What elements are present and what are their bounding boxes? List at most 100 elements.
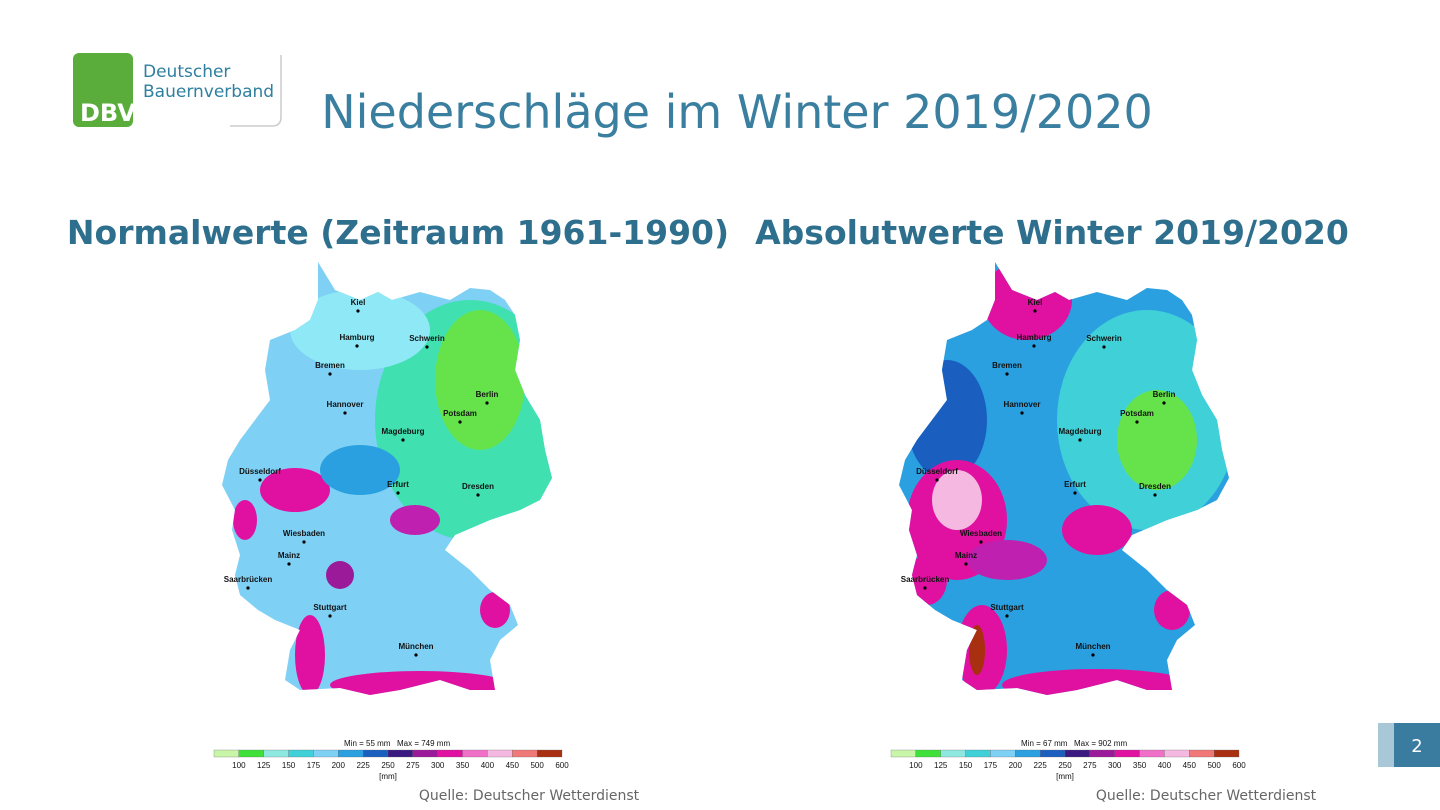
city-dot (302, 540, 306, 544)
city-label: Schwerin (1086, 334, 1122, 343)
legend-tick: 400 (1158, 761, 1172, 770)
city-label: Hamburg (339, 333, 374, 342)
legend-swatch (1213, 749, 1240, 758)
city-dot (425, 345, 429, 349)
legend-swatch (1139, 749, 1165, 758)
city-label: Hannover (327, 400, 364, 409)
city-label: Bremen (992, 361, 1022, 370)
city-dot (1005, 372, 1009, 376)
city-label: Mainz (278, 551, 300, 560)
legend-tick: 600 (555, 761, 569, 770)
city-label: Kiel (1028, 298, 1043, 307)
page-box (1394, 723, 1440, 767)
legend-tick: 250 (381, 761, 395, 770)
city-dot (1005, 614, 1009, 618)
city-dot (258, 478, 262, 482)
city-label: Potsdam (443, 409, 477, 418)
legend-max: Max = 902 mm (1074, 739, 1127, 748)
city-dot (414, 653, 418, 657)
legend-min: Min = 67 mm (1021, 739, 1068, 748)
legend-swatch (965, 749, 991, 758)
legend-swatch (1114, 749, 1140, 758)
legend-tick: 600 (1232, 761, 1246, 770)
city-dot (485, 401, 489, 405)
city-label: Mainz (955, 551, 977, 560)
page-strip (1378, 723, 1394, 767)
city-label: Kiel (351, 298, 366, 307)
city-label: Düsseldorf (239, 467, 281, 476)
legend-tick: 200 (332, 761, 346, 770)
logo-frame (230, 55, 282, 127)
logo-text: Deutscher (143, 62, 230, 82)
city-label: Saarbrücken (901, 575, 950, 584)
city-dot (1032, 344, 1036, 348)
city-dot (1078, 438, 1082, 442)
city-label: Potsdam (1120, 409, 1154, 418)
legend-swatch (990, 749, 1016, 758)
logo-text: Bauernverband (143, 82, 274, 102)
panel-heading: Normalwerte (Zeitraum 1961-1990) (67, 213, 729, 252)
legend-swatch (536, 749, 563, 758)
legend-swatch (362, 749, 389, 758)
city-label: Erfurt (1064, 480, 1086, 489)
legend-swatch (940, 749, 966, 758)
legend-tick: 225 (1033, 761, 1047, 770)
city-label: Erfurt (387, 480, 409, 489)
city-dot (356, 309, 360, 313)
legend-tick: 275 (406, 761, 420, 770)
legend-swatch (1089, 749, 1115, 758)
legend-tick: 225 (356, 761, 370, 770)
legend-swatch (338, 749, 364, 758)
legend-swatch (387, 749, 414, 758)
legend-tick: 150 (282, 761, 296, 770)
legend-tick: 500 (1207, 761, 1221, 770)
page-number: 2 (1411, 736, 1422, 757)
city-label: Magdeburg (381, 427, 424, 436)
legend-swatch (1064, 749, 1091, 758)
legend-tick: 300 (431, 761, 445, 770)
city-dot (979, 540, 983, 544)
city-label: Stuttgart (990, 603, 1024, 612)
legend-tick: 250 (1058, 761, 1072, 770)
legend-tick: 275 (1083, 761, 1097, 770)
legend-tick: 125 (257, 761, 271, 770)
city-label: München (1075, 642, 1110, 651)
legend-tick: 350 (456, 761, 470, 770)
city-label: Dresden (462, 482, 494, 491)
legend-tick: 150 (959, 761, 973, 770)
legend-tick: 100 (232, 761, 246, 770)
legend-tick: 450 (1183, 761, 1197, 770)
legend-tick: 300 (1108, 761, 1122, 770)
legend-tick: 500 (530, 761, 544, 770)
city-dot (328, 614, 332, 618)
city-label: Berlin (476, 390, 499, 399)
legend-unit: [mm] (379, 772, 397, 781)
legend-swatch (512, 749, 538, 758)
city-dot (401, 438, 405, 442)
city-label: Düsseldorf (916, 467, 958, 476)
legend-swatch (238, 749, 264, 758)
city-dot (1033, 309, 1037, 313)
city-label: Wiesbaden (960, 529, 1002, 538)
legend-tick: 175 (307, 761, 321, 770)
logo-mark (73, 53, 133, 127)
legend-swatch (263, 749, 289, 758)
city-dot (343, 411, 347, 415)
legend-swatch (462, 749, 488, 758)
legend-tick: 200 (1009, 761, 1023, 770)
city-dot (287, 562, 291, 566)
city-dot (1091, 653, 1095, 657)
legend-unit: [mm] (1056, 772, 1074, 781)
legend-swatch (1015, 749, 1041, 758)
city-dot (935, 478, 939, 482)
panel-heading: Absolutwerte Winter 2019/2020 (755, 213, 1349, 252)
city-label: Schwerin (409, 334, 445, 343)
city-label: Magdeburg (1058, 427, 1101, 436)
legend-tick: 125 (934, 761, 948, 770)
city-dot (355, 344, 359, 348)
legend-swatch (437, 749, 463, 758)
city-dot (1162, 401, 1166, 405)
city-label: Bremen (315, 361, 345, 370)
